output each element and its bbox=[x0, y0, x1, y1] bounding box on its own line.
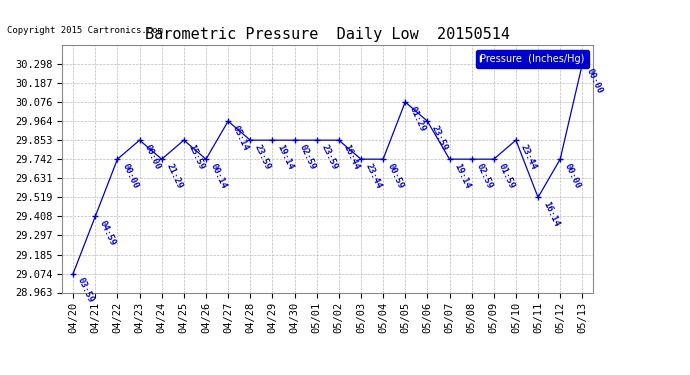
Text: 04:59: 04:59 bbox=[98, 219, 117, 247]
Title: Barometric Pressure  Daily Low  20150514: Barometric Pressure Daily Low 20150514 bbox=[146, 27, 510, 42]
Text: 02:59: 02:59 bbox=[297, 143, 317, 171]
Text: 23:44: 23:44 bbox=[364, 162, 383, 190]
Text: 01:59: 01:59 bbox=[497, 162, 516, 190]
Text: 00:59: 00:59 bbox=[386, 162, 406, 190]
Text: 23:59: 23:59 bbox=[253, 143, 273, 171]
Text: 00:00: 00:00 bbox=[585, 67, 604, 95]
Text: 00:14: 00:14 bbox=[209, 162, 228, 190]
Text: 23:44: 23:44 bbox=[519, 143, 538, 171]
Text: 15:59: 15:59 bbox=[186, 143, 206, 171]
Text: 23:59: 23:59 bbox=[319, 143, 339, 171]
Text: 23:59: 23:59 bbox=[430, 124, 450, 152]
Text: 16:44: 16:44 bbox=[342, 143, 361, 171]
Text: 01:29: 01:29 bbox=[408, 105, 428, 133]
Text: 21:29: 21:29 bbox=[164, 162, 184, 190]
Text: Copyright 2015 Cartronics.com: Copyright 2015 Cartronics.com bbox=[7, 26, 163, 35]
Text: 19:14: 19:14 bbox=[275, 143, 295, 171]
Text: 00:00: 00:00 bbox=[120, 162, 140, 190]
Text: 03:59: 03:59 bbox=[76, 276, 95, 304]
Text: 00:00: 00:00 bbox=[563, 162, 582, 190]
Text: 00:00: 00:00 bbox=[142, 143, 162, 171]
Text: 19:14: 19:14 bbox=[452, 162, 472, 190]
Legend: Pressure  (Inches/Hg): Pressure (Inches/Hg) bbox=[476, 50, 589, 68]
Text: 05:14: 05:14 bbox=[231, 124, 250, 152]
Text: 02:59: 02:59 bbox=[475, 162, 494, 190]
Text: 16:14: 16:14 bbox=[541, 200, 560, 228]
